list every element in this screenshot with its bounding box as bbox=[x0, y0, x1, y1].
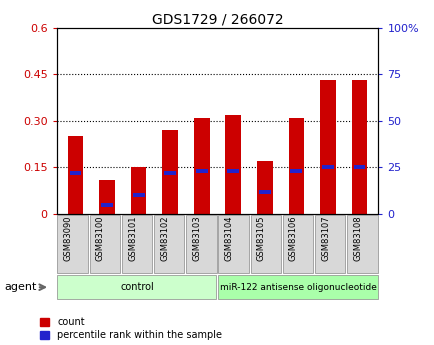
Bar bbox=[162, 130, 178, 214]
Bar bbox=[67, 136, 83, 214]
Text: GSM83106: GSM83106 bbox=[288, 216, 297, 261]
Bar bbox=[130, 167, 146, 214]
Bar bbox=[164, 171, 176, 175]
Bar bbox=[290, 169, 302, 173]
Text: GSM83104: GSM83104 bbox=[224, 216, 233, 261]
Text: GSM83103: GSM83103 bbox=[192, 216, 201, 261]
Text: GSM83101: GSM83101 bbox=[128, 216, 137, 261]
Bar bbox=[256, 161, 272, 214]
Bar bbox=[132, 193, 144, 197]
Bar bbox=[225, 115, 240, 214]
Bar bbox=[99, 180, 115, 214]
Bar bbox=[227, 169, 239, 173]
Text: GSM83100: GSM83100 bbox=[95, 216, 105, 261]
Bar bbox=[288, 118, 304, 214]
Bar bbox=[194, 118, 209, 214]
Text: miR-122 antisense oligonucleotide: miR-122 antisense oligonucleotide bbox=[219, 283, 375, 292]
Bar bbox=[351, 80, 367, 214]
Text: GDS1729 / 266072: GDS1729 / 266072 bbox=[151, 12, 283, 26]
Text: GSM83105: GSM83105 bbox=[256, 216, 265, 261]
Bar bbox=[321, 165, 333, 169]
Text: GSM83107: GSM83107 bbox=[320, 216, 329, 261]
Bar bbox=[353, 165, 365, 169]
Bar bbox=[69, 171, 81, 175]
Bar bbox=[319, 80, 335, 214]
Text: agent: agent bbox=[4, 282, 36, 292]
Bar bbox=[195, 169, 207, 173]
Text: GSM83090: GSM83090 bbox=[63, 216, 72, 261]
Text: GSM83102: GSM83102 bbox=[160, 216, 169, 261]
Text: control: control bbox=[120, 282, 154, 292]
Bar bbox=[258, 189, 270, 194]
Bar bbox=[101, 203, 113, 207]
Text: GSM83108: GSM83108 bbox=[352, 216, 362, 261]
Legend: count, percentile rank within the sample: count, percentile rank within the sample bbox=[39, 317, 222, 340]
